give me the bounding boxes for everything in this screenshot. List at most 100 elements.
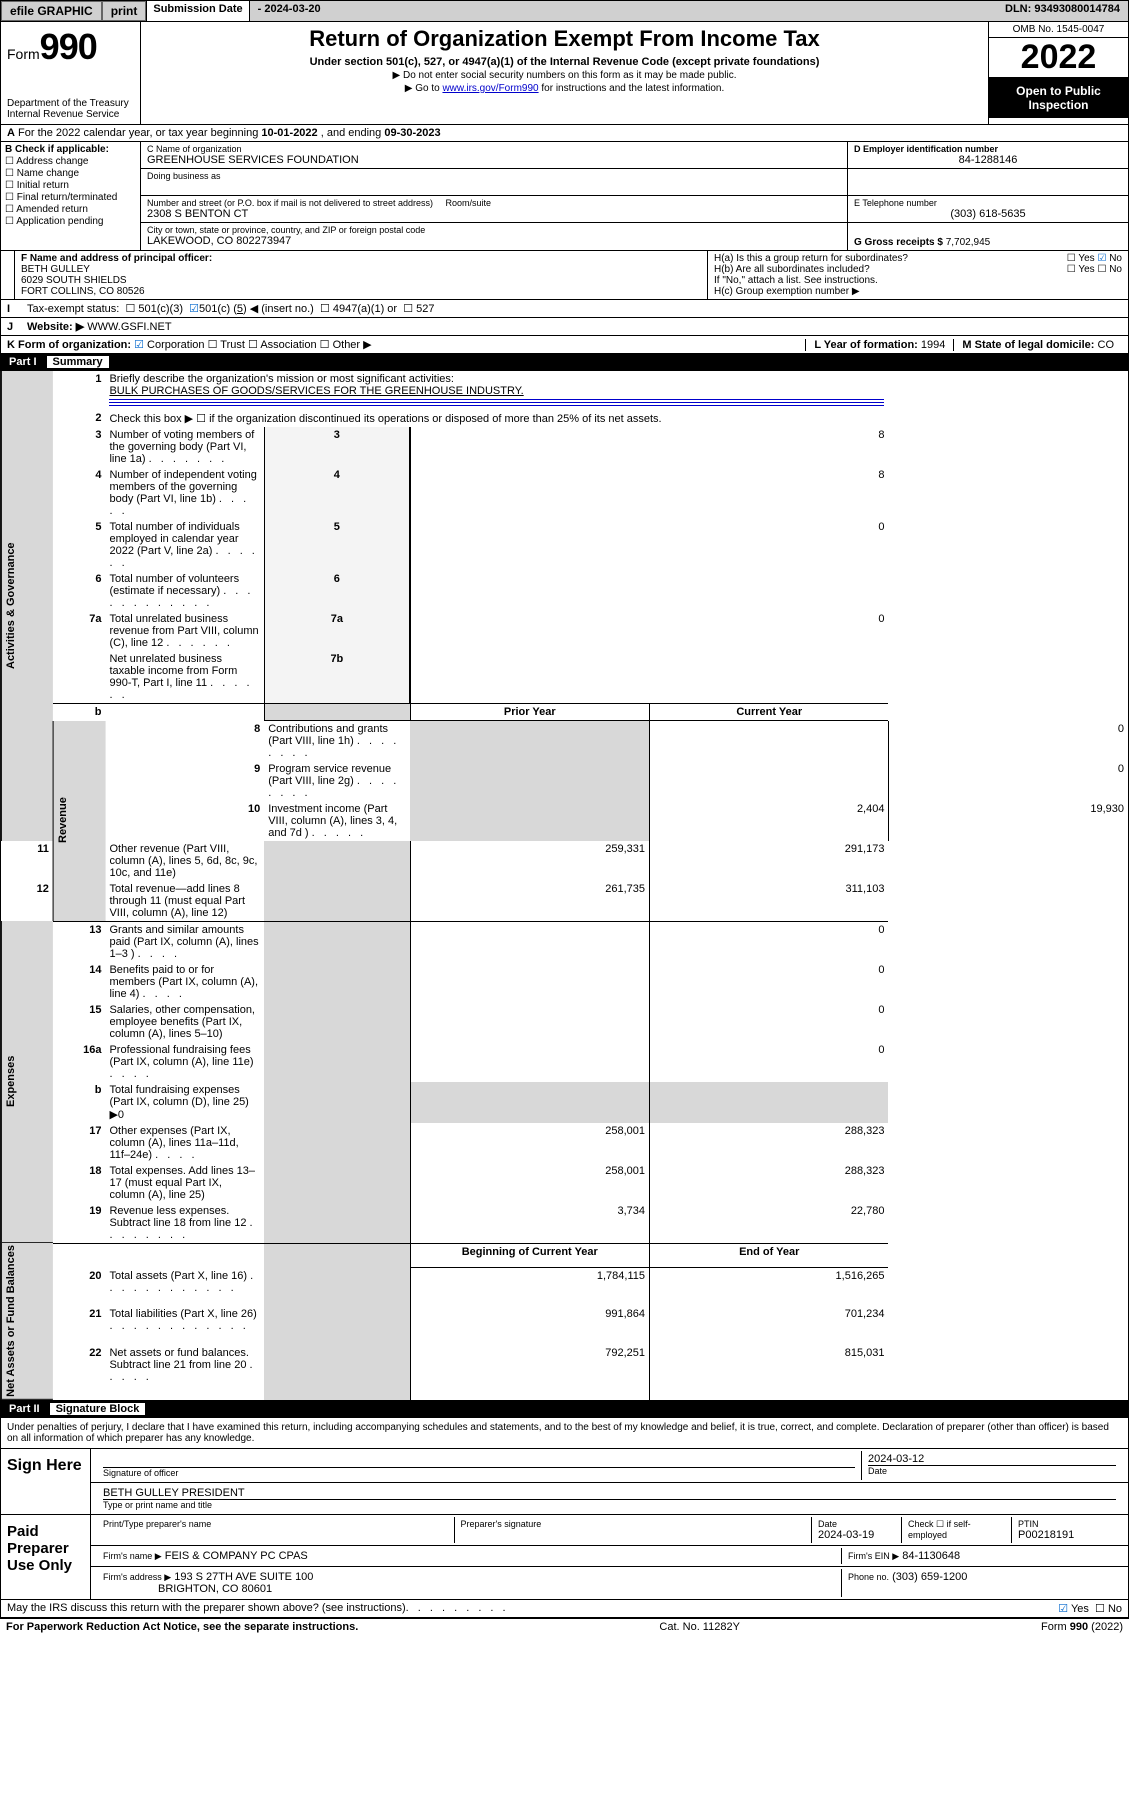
part-ii-bar: Part II Signature Block	[0, 1401, 1129, 1418]
chk-initial-return[interactable]: Initial return	[5, 180, 136, 191]
officer-name-label: Type or print name and title	[103, 1499, 1116, 1510]
submission-date-label: Submission Date	[146, 1, 249, 21]
k-association[interactable]: Association	[248, 338, 317, 351]
row-klm: K Form of organization: Corporation Trus…	[0, 336, 1129, 354]
efile-graphic-button[interactable]: efile GRAPHIC	[1, 1, 102, 21]
form-title-block: Return of Organization Exempt From Incom…	[141, 22, 988, 124]
firm-addr1: 193 S 27TH AVE SUITE 100	[174, 1571, 313, 1583]
ha-yes[interactable]: Yes	[1067, 253, 1095, 264]
k-corporation[interactable]: Corporation	[134, 338, 204, 351]
ein-value: 84-1288146	[854, 154, 1122, 166]
f-officer-label: F Name and address of principal officer:	[21, 253, 212, 264]
prep-name-label: Print/Type preparer's name	[103, 1519, 448, 1529]
table-row: 20Total assets (Part X, line 16) . . . .…	[1, 1268, 1128, 1307]
may-discuss-q: May the IRS discuss this return with the…	[7, 1602, 406, 1614]
chk-address-change[interactable]: Address change	[5, 156, 136, 167]
perjury-statement: Under penalties of perjury, I declare th…	[0, 1418, 1129, 1449]
b-header: B Check if applicable:	[5, 144, 109, 155]
sign-date: 2024-03-12	[868, 1453, 1116, 1465]
print-button[interactable]: print	[102, 1, 147, 21]
prep-sig-label: Preparer's signature	[461, 1519, 806, 1529]
dept-treasury: Department of the Treasury	[7, 98, 134, 109]
ssn-note: Do not enter social security numbers on …	[147, 70, 982, 81]
paid-preparer-block: Paid Preparer Use Only Print/Type prepar…	[0, 1515, 1129, 1600]
i-4947[interactable]: 4947(a)(1) or	[320, 302, 397, 315]
table-row: Net unrelated business taxable income fr…	[1, 651, 1128, 703]
self-employed-check[interactable]: Check ☐ if self-employed	[902, 1517, 1012, 1543]
dba-label: Doing business as	[147, 171, 841, 181]
k-other[interactable]: Other ▶	[320, 338, 372, 351]
hb-yes[interactable]: Yes	[1067, 264, 1095, 275]
c-name-label: C Name of organization	[147, 144, 841, 154]
table-row: 14Benefits paid to or for members (Part …	[1, 962, 1128, 1002]
table-row: 16aProfessional fundraising fees (Part I…	[1, 1042, 1128, 1082]
officer-typed-name: BETH GULLEY PRESIDENT	[103, 1487, 1116, 1499]
room-label: Room/suite	[445, 198, 491, 208]
table-row: 12Total revenue—add lines 8 through 11 (…	[1, 881, 1128, 921]
firm-addr-label: Firm's address ▶	[103, 1572, 171, 1582]
col-prior-year: Prior Year	[410, 703, 649, 721]
g-gross-label: G Gross receipts $	[854, 237, 943, 248]
website-value: WWW.GSFI.NET	[87, 321, 171, 333]
year-block: OMB No. 1545-0047 2022 Open to Public In…	[988, 22, 1128, 124]
street-address: 2308 S BENTON CT	[147, 208, 841, 220]
tax-year-begin: 10-01-2022	[261, 127, 317, 139]
j-label: Website: ▶	[27, 320, 84, 333]
omb-number: OMB No. 1545-0047	[989, 22, 1128, 38]
chk-application-pending[interactable]: Application pending	[5, 216, 136, 227]
table-row: 7aTotal unrelated business revenue from …	[1, 611, 1128, 651]
addr-label: Number and street (or P.O. box if mail i…	[147, 198, 433, 208]
m-label: M State of legal domicile:	[962, 339, 1094, 351]
footer-mid: Cat. No. 11282Y	[659, 1621, 740, 1633]
i-501c[interactable]	[189, 302, 199, 315]
officer-addr2: FORT COLLINS, CO 80526	[21, 286, 145, 297]
table-row: 4Number of independent voting members of…	[1, 467, 1128, 519]
firm-ein: 84-1130648	[902, 1550, 960, 1562]
form-number: 990	[40, 26, 97, 67]
part-ii-num: Part II	[9, 1403, 40, 1415]
summary-table: Activities & Governance 1 Briefly descri…	[0, 371, 1129, 1401]
chk-name-change[interactable]: Name change	[5, 168, 136, 179]
table-row: 22Net assets or fund balances. Subtract …	[1, 1345, 1128, 1400]
k-trust[interactable]: Trust	[208, 338, 245, 351]
irs-label: Internal Revenue Service	[7, 109, 134, 120]
col-end-year: End of Year	[649, 1243, 888, 1268]
side-activities-governance: Activities & Governance	[1, 371, 53, 841]
table-row: 18Total expenses. Add lines 13–17 (must …	[1, 1163, 1128, 1203]
firm-name: FEIS & COMPANY PC CPAS	[165, 1550, 308, 1562]
i-501c3[interactable]: 501(c)(3)	[125, 302, 183, 315]
form-subtitle: Under section 501(c), 527, or 4947(a)(1)…	[147, 56, 982, 68]
chk-amended-return[interactable]: Amended return	[5, 204, 136, 215]
l-label: L Year of formation:	[814, 339, 918, 351]
part-ii-title: Signature Block	[50, 1403, 146, 1415]
footer-right: Form 990 (2022)	[1041, 1621, 1123, 1633]
row-a-tax-year: A For the 2022 calendar year, or tax yea…	[0, 125, 1129, 142]
sig-officer-label: Signature of officer	[103, 1467, 855, 1478]
city-state-zip: LAKEWOOD, CO 802273947	[147, 235, 841, 247]
ptin-value: P00218191	[1018, 1529, 1116, 1541]
submission-date-value: - 2024-03-20	[250, 1, 329, 21]
may-no[interactable]: No	[1095, 1602, 1122, 1615]
table-row: 21Total liabilities (Part X, line 26) . …	[1, 1306, 1128, 1345]
ha-no[interactable]: No	[1097, 253, 1122, 264]
hb-no[interactable]: No	[1097, 264, 1122, 275]
h-b-label: H(b) Are all subordinates included?	[714, 264, 870, 275]
chk-final-return[interactable]: Final return/terminated	[5, 192, 136, 203]
prep-date-label: Date	[818, 1519, 895, 1529]
org-name: GREENHOUSE SERVICES FOUNDATION	[147, 154, 841, 166]
i-527[interactable]: 527	[403, 302, 434, 315]
paid-preparer-label: Paid Preparer Use Only	[1, 1515, 91, 1599]
ptin-label: PTIN	[1018, 1519, 1116, 1529]
efile-spacer	[329, 1, 997, 21]
col-beg-year: Beginning of Current Year	[410, 1243, 649, 1268]
line2-desc: Check this box ▶ ☐ if the organization d…	[105, 410, 888, 427]
irs-form990-link[interactable]: www.irs.gov/Form990	[442, 83, 538, 94]
sign-here-block: Sign Here Signature of officer 2024-03-1…	[0, 1449, 1129, 1515]
form-title: Return of Organization Exempt From Incom…	[147, 26, 982, 52]
prep-date: 2024-03-19	[818, 1529, 895, 1541]
firm-phone-label: Phone no.	[848, 1572, 889, 1582]
part-i-bar: Part I Summary	[0, 354, 1129, 371]
may-yes[interactable]: Yes	[1058, 1602, 1089, 1615]
table-row: 19Revenue less expenses. Subtract line 1…	[1, 1203, 1128, 1243]
table-row: 17Other expenses (Part IX, column (A), l…	[1, 1123, 1128, 1163]
